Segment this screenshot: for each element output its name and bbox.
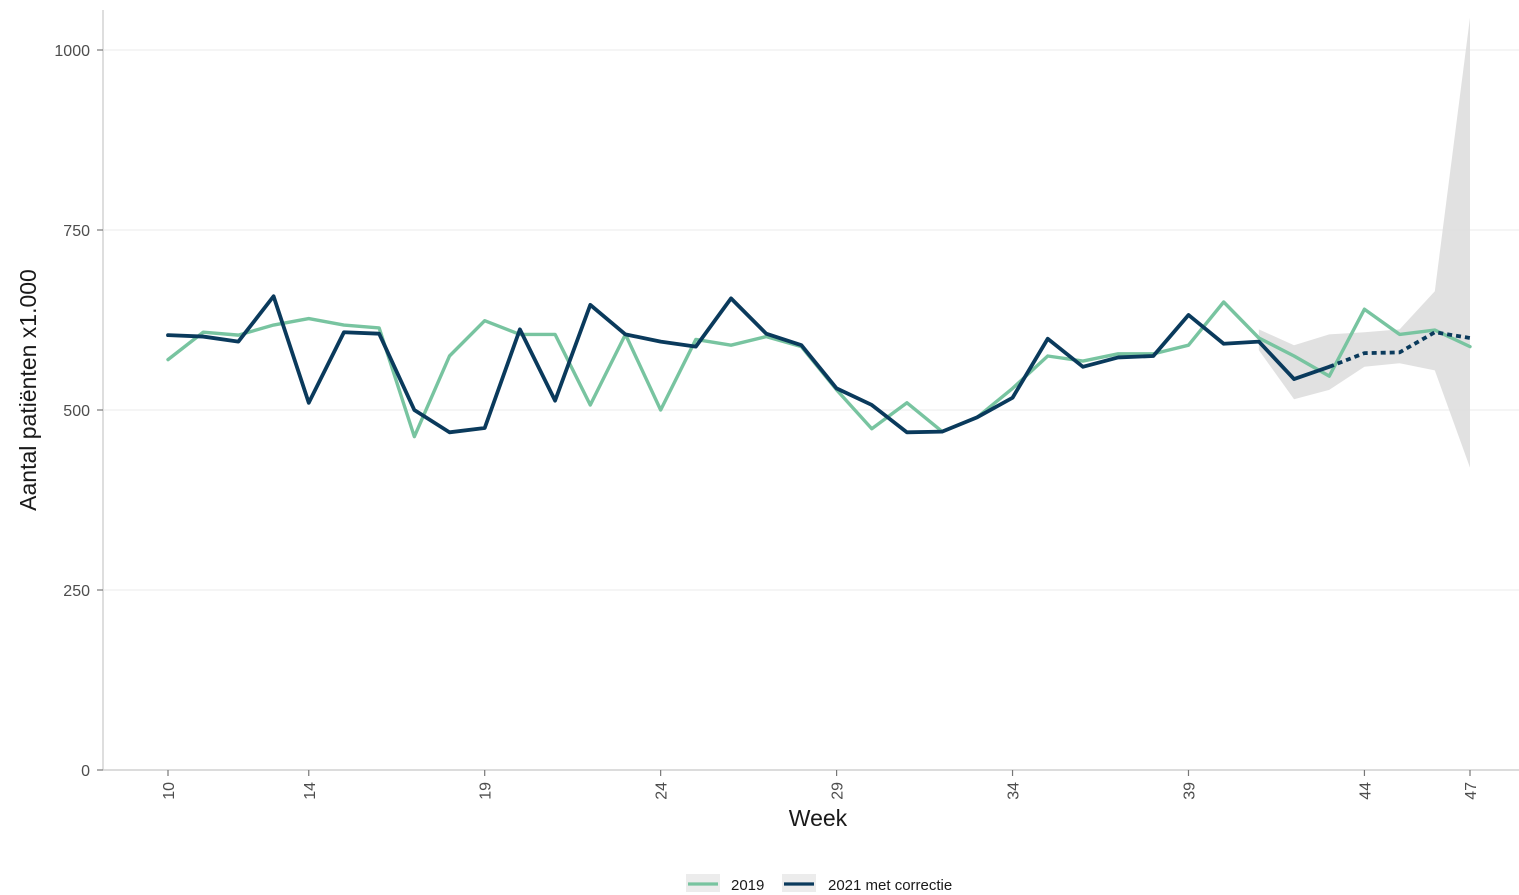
x-tick-label-47: 47 xyxy=(1463,782,1480,800)
x-tick-label-10: 10 xyxy=(161,782,178,800)
y-axis-title: Aantal patiënten x1.000 xyxy=(15,269,41,511)
legend: 2019 2021 met correctie xyxy=(686,874,952,894)
x-tick-label-39: 39 xyxy=(1181,782,1198,800)
y-tick-label-750: 750 xyxy=(63,223,90,240)
x-tick-label-14: 14 xyxy=(302,782,319,800)
y-tick-label-250: 250 xyxy=(63,583,90,600)
y-tick-label-0: 0 xyxy=(81,763,90,780)
x-tick-label-29: 29 xyxy=(830,782,847,800)
legend-label-2021: 2021 met correctie xyxy=(828,877,952,894)
grid-lines xyxy=(104,49,1519,591)
x-axis-title: Week xyxy=(789,805,848,831)
series-line-2021-prognose xyxy=(1328,330,1471,369)
axes xyxy=(102,10,1519,771)
x-tick-label-34: 34 xyxy=(1006,782,1023,800)
legend-label-2019: 2019 xyxy=(731,877,764,894)
y-tick-label-1000: 1000 xyxy=(54,43,90,60)
y-ticks: 0 250 500 750 1000 xyxy=(54,43,103,780)
x-tick-label-24: 24 xyxy=(654,782,671,800)
confidence-band xyxy=(1258,17,1470,468)
y-tick-label-500: 500 xyxy=(63,403,90,420)
series-lines xyxy=(166,294,1472,439)
confidence-band-layer xyxy=(1258,17,1470,468)
series-line-2021 xyxy=(166,294,1332,435)
x-tick-label-19: 19 xyxy=(478,782,495,800)
x-tick-label-44: 44 xyxy=(1357,782,1374,800)
x-ticks: 10 14 19 24 29 34 39 44 47 xyxy=(161,770,1480,800)
